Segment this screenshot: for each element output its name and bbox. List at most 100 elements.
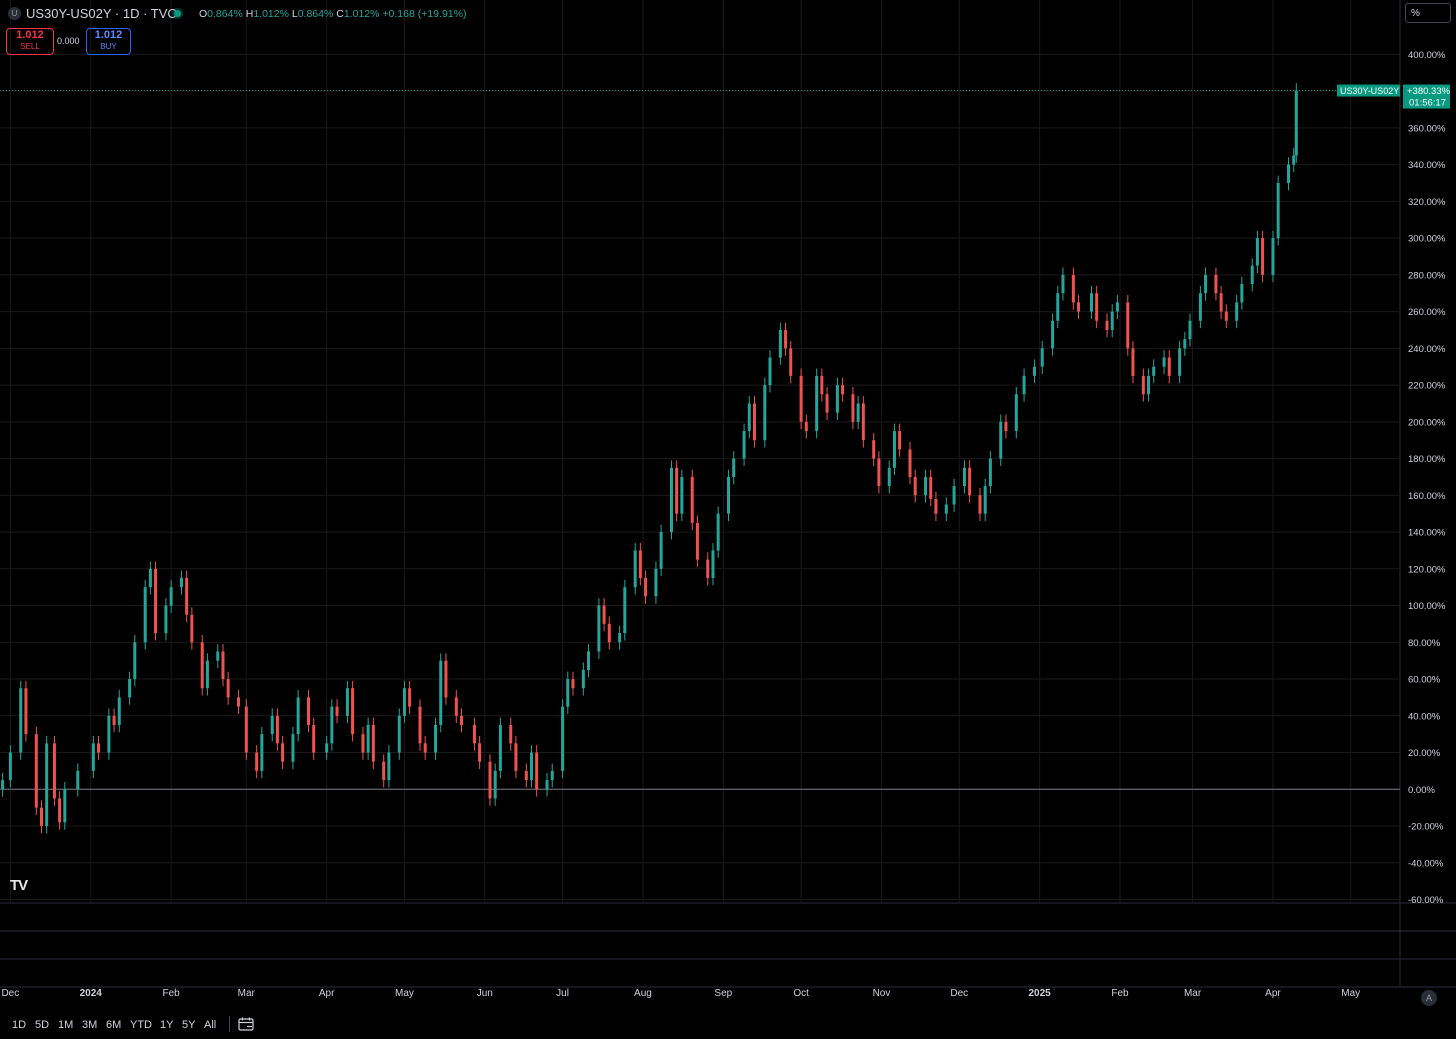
calendar-icon[interactable] <box>238 1017 254 1031</box>
candle-body <box>439 660 443 725</box>
candle-body <box>835 385 839 413</box>
candle-body <box>1056 293 1060 321</box>
range-button-1m[interactable]: 1M <box>58 1019 74 1031</box>
candle-body <box>742 431 746 459</box>
candle-body <box>221 651 225 680</box>
range-button-6m[interactable]: 6M <box>106 1019 122 1031</box>
candle-body <box>789 348 793 376</box>
candle-body <box>535 752 539 790</box>
range-button-5y[interactable]: 5Y <box>182 1019 196 1031</box>
candle-body <box>1219 293 1223 312</box>
candle-body <box>275 715 279 744</box>
range-button-1d[interactable]: 1D <box>12 1019 27 1031</box>
candle-body <box>291 734 295 762</box>
candle-body <box>988 458 992 487</box>
candle-body <box>529 752 533 781</box>
candle-body <box>623 587 627 634</box>
time-axis[interactable]: Dec 2024 Feb Mar Apr May Jun Jul Aug Sep Oct Nov Dec… <box>0 988 1400 1008</box>
y-axis: 400.00%380.00%360.00%340.00%320.00%300.0… <box>1408 50 1446 906</box>
candle-body <box>97 743 101 753</box>
sell-button[interactable]: 1.012 SELL <box>6 28 54 55</box>
candle-body <box>205 660 209 689</box>
symbol-logo-icon[interactable]: U <box>8 7 21 20</box>
candle-body <box>1167 357 1171 376</box>
ohlc-open: 0.864% <box>207 8 243 20</box>
candle-body <box>1255 238 1259 266</box>
candle-body <box>351 688 355 735</box>
y-tick-label: 100.00% <box>1408 601 1446 612</box>
candle-body <box>1240 284 1244 303</box>
buy-label: BUY <box>100 42 117 51</box>
candle-body <box>1040 348 1044 367</box>
x-tick-label: Nov <box>872 988 891 999</box>
symbol-title[interactable]: US30Y-US02Y · 1D · TVC <box>26 6 177 21</box>
auto-scale-button[interactable]: A <box>1421 990 1437 1006</box>
x-tick-label: 2025 <box>1028 988 1051 999</box>
candle-body <box>784 329 788 349</box>
candle-body <box>387 752 391 781</box>
candle-body <box>52 743 56 799</box>
candle-body <box>872 440 876 459</box>
candle-body <box>169 587 173 606</box>
candle-body <box>768 357 772 386</box>
tradingview-logo[interactable]: TV <box>10 877 28 894</box>
ohlc-low-label: L <box>291 8 298 20</box>
candle-body <box>190 614 194 643</box>
candle-body <box>63 789 67 823</box>
y-tick-label: 140.00% <box>1408 528 1446 539</box>
candle-body <box>711 550 715 578</box>
candle-body <box>566 679 570 707</box>
x-tick-label: Jun <box>476 988 493 999</box>
x-tick-label: Jul <box>556 988 569 999</box>
candle-body <box>34 734 38 808</box>
candle-body <box>216 651 220 661</box>
y-tick-label: 240.00% <box>1408 344 1446 355</box>
candle-body <box>618 633 622 643</box>
price-chart[interactable]: 400.00%380.00%360.00%340.00%320.00%300.0… <box>0 0 1456 1012</box>
candle-body <box>968 467 972 496</box>
candle-body <box>164 605 168 634</box>
x-tick-label: Dec <box>950 988 969 999</box>
candle-body <box>281 743 285 762</box>
range-button-ytd[interactable]: YTD <box>130 1019 152 1031</box>
candle-body <box>1115 302 1119 312</box>
range-button-3m[interactable]: 3M <box>82 1019 98 1031</box>
candle-body <box>1077 302 1081 312</box>
candle-body <box>913 476 917 496</box>
range-button-1y[interactable]: 1Y <box>160 1019 174 1031</box>
candle-body <box>185 577 189 615</box>
candle-body <box>307 697 311 725</box>
candle-body <box>587 651 591 670</box>
x-tick-label: Feb <box>162 988 180 999</box>
candle-body <box>1014 394 1018 432</box>
candle-body <box>1147 375 1151 395</box>
buy-button[interactable]: 1.012 BUY <box>86 28 131 55</box>
x-tick-label: May <box>1341 988 1361 999</box>
candle-body <box>1276 183 1280 239</box>
candle-body <box>804 421 808 432</box>
market-status-icon[interactable] <box>174 10 181 17</box>
ohlc-close-label: C <box>336 8 344 20</box>
candle-body <box>1271 238 1275 275</box>
range-button-all[interactable]: All <box>204 1019 217 1031</box>
candle-body <box>659 532 663 569</box>
ohlc-high: 1.012% <box>253 8 289 20</box>
candle-body <box>418 706 422 744</box>
candle-body <box>345 688 349 716</box>
candle-body <box>638 550 642 578</box>
candle-body <box>1162 357 1166 367</box>
y-tick-label: 20.00% <box>1408 748 1441 759</box>
candle-body <box>19 688 23 753</box>
candle-body <box>887 467 891 487</box>
candle-body <box>752 403 756 441</box>
ohlc-open-label: O <box>199 8 208 20</box>
y-tick-label: 340.00% <box>1408 160 1446 171</box>
x-tick-label: Oct <box>793 988 809 999</box>
candle-body <box>561 706 565 771</box>
range-button-5d[interactable]: 5D <box>35 1019 50 1031</box>
candle-body <box>1178 348 1182 376</box>
ohlc-close: 1.012% <box>343 8 380 20</box>
candle-body <box>154 568 158 634</box>
candle-body <box>45 743 49 827</box>
scale-mode-button[interactable]: % <box>1405 3 1451 23</box>
